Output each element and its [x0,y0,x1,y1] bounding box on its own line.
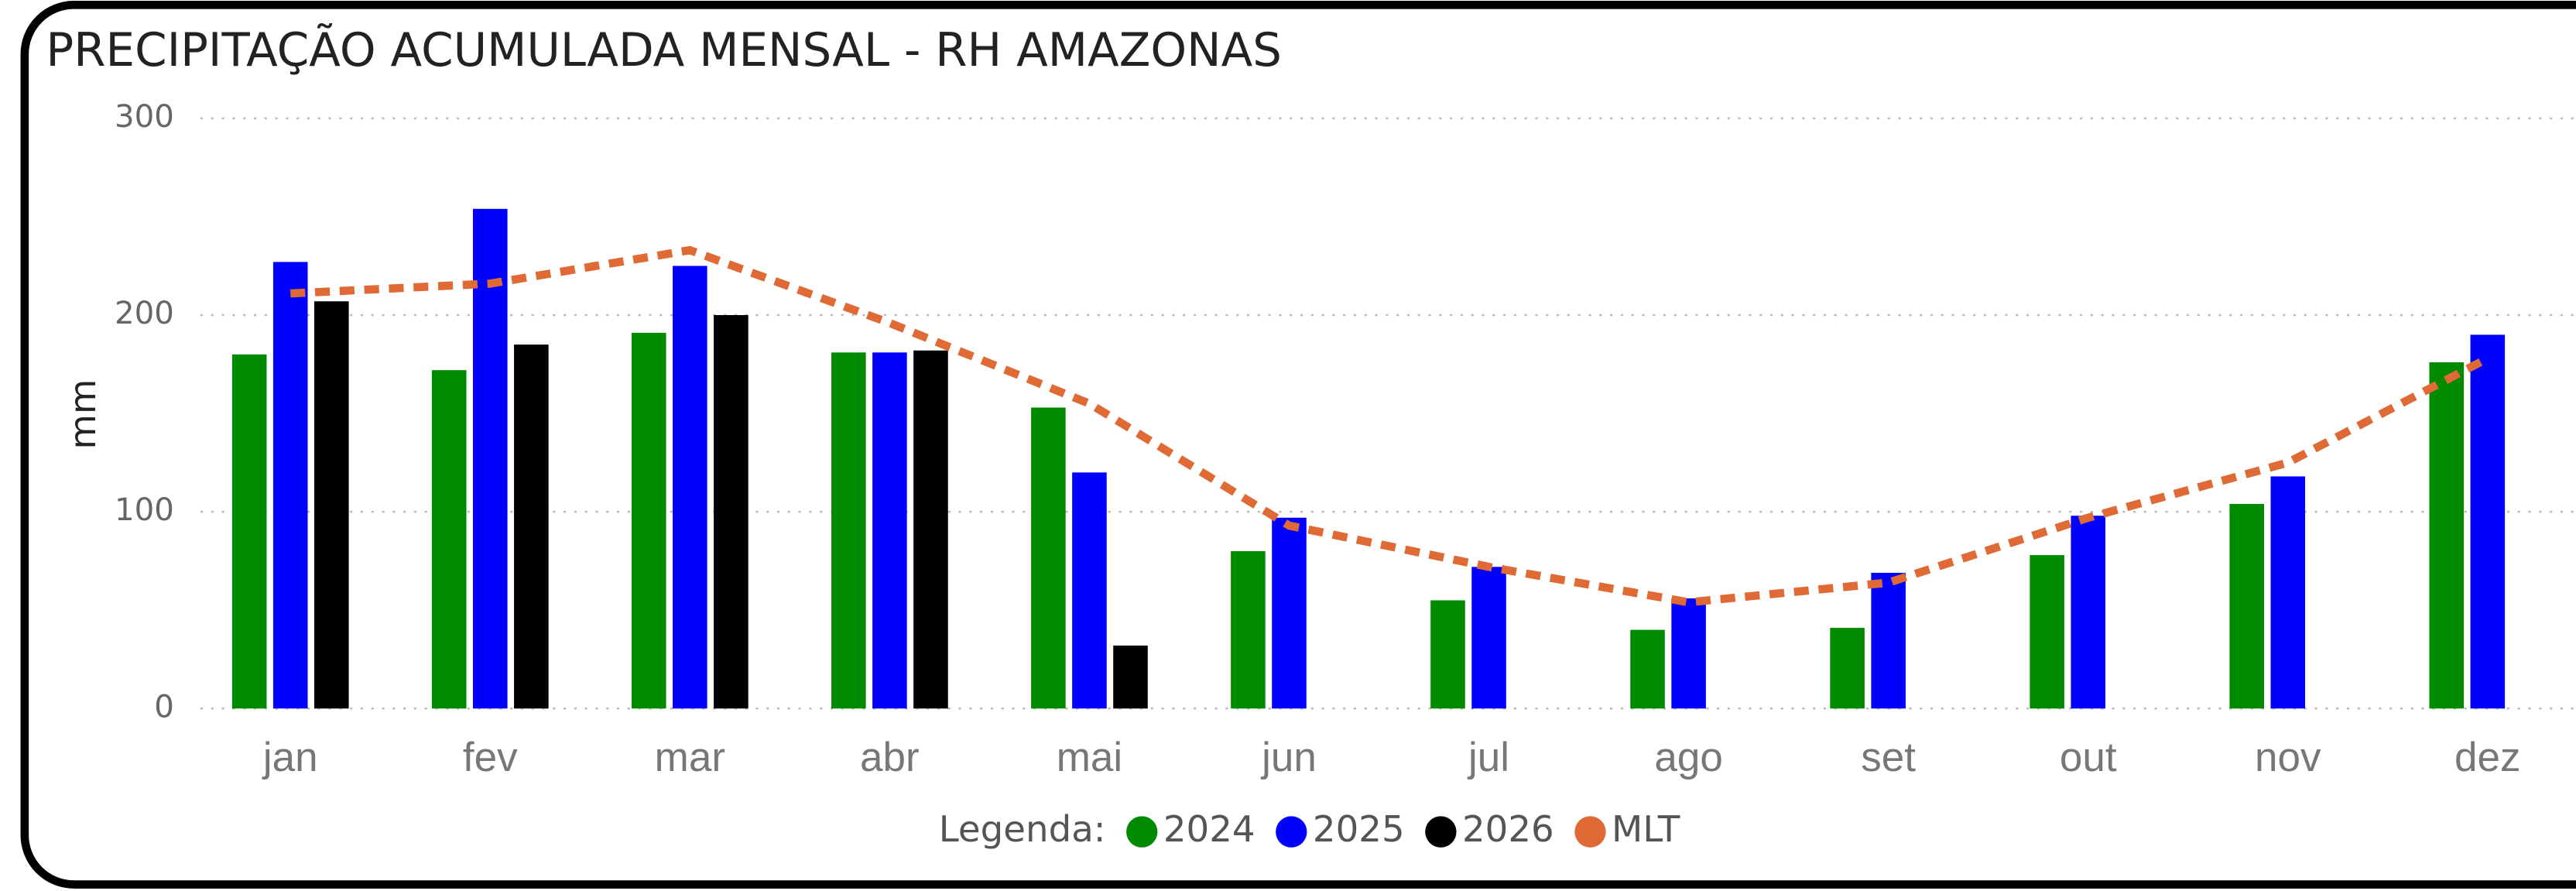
legend-title: Legenda: [939,809,1106,851]
bar [2030,555,2064,709]
bar [314,301,349,709]
bar [1231,550,1266,709]
bar [1272,517,1307,709]
y-tick-label: 200 [115,295,174,331]
bar [2270,476,2306,709]
legend-marker [1574,816,1606,848]
bar [1630,629,1665,709]
x-tick-label: nov [2255,735,2321,780]
y-tick-label: 100 [115,492,174,528]
legend-marker [1126,816,1158,848]
x-tick-label: jul [1467,735,1509,780]
x-tick-label: out [2060,735,2117,780]
bar [431,370,467,709]
x-tick-label: dez [2454,735,2521,780]
bar [1031,407,1066,709]
legend-label: 2026 [1462,809,1554,851]
y-axis-label: mm [63,379,104,450]
bar [673,266,707,709]
bar [2429,362,2465,709]
bar [2470,334,2506,709]
y-tick-label: 0 [154,688,174,725]
bar [2071,516,2106,709]
x-tick-label: jan [262,735,318,780]
bar [631,332,666,709]
bar [1430,600,1465,709]
chart-title: PRECIPITAÇÃO ACUMULADA MENSAL - RH AMAZO… [46,23,1282,77]
x-tick-label: abr [860,735,920,780]
legend-label: 2024 [1163,809,1255,851]
bar [831,352,866,709]
x-tick-label: ago [1654,735,1723,780]
legend-label: 2025 [1313,809,1405,851]
legend: Legenda: 2024 2025 2026 MLT [939,809,1680,851]
bar [514,344,549,709]
bar [473,208,508,709]
legend-marker [1276,816,1307,848]
bar [272,262,308,709]
x-tick-label: mar [655,735,725,780]
bar [913,350,948,709]
legend-marker [1425,816,1457,848]
x-tick-label: set [1861,735,1916,780]
line [289,245,2490,607]
bar [1471,567,1506,709]
legend-label: MLT [1612,809,1680,851]
y-tick-label: 300 [115,98,174,135]
x-tick-label: mai [1057,735,1122,780]
bar [1871,572,1906,709]
bar [1113,645,1148,709]
bar [1671,598,1706,709]
x-tick-label: fev [463,735,518,780]
bar [872,352,907,709]
bar [231,354,267,709]
bar [714,315,748,709]
bar [1072,472,1107,709]
bar [2229,503,2264,709]
x-tick-label: jun [1260,735,1317,780]
bar [1830,628,1865,709]
